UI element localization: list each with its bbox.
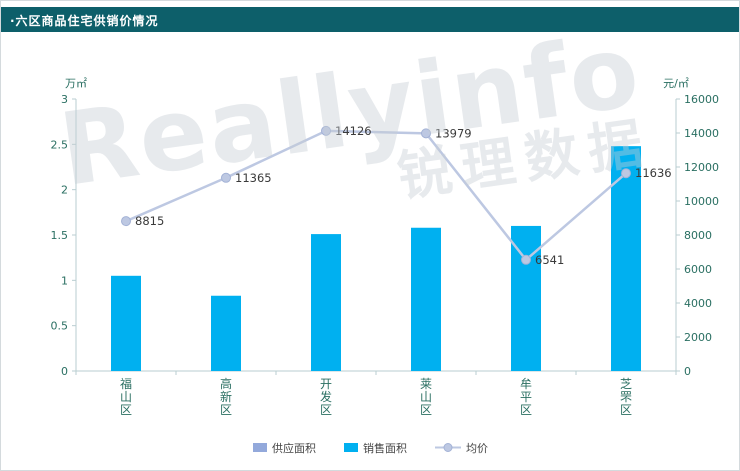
- legend-rect-swatch: [344, 443, 358, 452]
- price-label: 11365: [235, 171, 272, 185]
- x-label-高新区: 高新区: [220, 376, 232, 417]
- x-label-开发区: 开发区: [320, 377, 332, 417]
- legend-label: 销售面积: [363, 441, 407, 455]
- left-tick-label: 0: [61, 365, 68, 378]
- price-marker-福山区[interactable]: [121, 216, 131, 227]
- bar-芝罘区[interactable]: [611, 146, 641, 371]
- price-line[interactable]: [125, 129, 627, 262]
- right-tick-label: 16000: [684, 93, 719, 106]
- price-marker-芝罘区[interactable]: [621, 168, 631, 179]
- price-label: 6541: [535, 253, 564, 267]
- price-label: 8815: [135, 214, 164, 228]
- legend-item-均价[interactable]: 均价: [435, 442, 488, 455]
- right-axis-unit: 元/㎡: [663, 77, 689, 90]
- bar-福山区[interactable]: [111, 275, 141, 371]
- price-marker-牟平区[interactable]: [521, 254, 531, 265]
- legend-rect-swatch: [253, 443, 267, 452]
- page-title: ·六区商品住宅供销价情况: [10, 14, 159, 28]
- legend-item-销售面积[interactable]: 销售面积: [344, 441, 407, 455]
- right-tick-label: 14000: [684, 127, 719, 140]
- left-tick-label: 2.5: [51, 138, 69, 151]
- x-label-芝罘区: 芝罘区: [620, 376, 632, 417]
- right-tick-label: 8000: [684, 229, 712, 242]
- x-label-牟平区: 牟平区: [520, 376, 532, 417]
- title-bar: ·六区商品住宅供销价情况: [1, 7, 739, 32]
- x-label-福山区: 福山区: [120, 376, 132, 417]
- price-label: 14126: [335, 124, 372, 138]
- price-label: 13979: [435, 126, 472, 140]
- bar-高新区[interactable]: [211, 295, 241, 371]
- price-label: 11636: [635, 166, 672, 180]
- legend-marker-icon: [443, 443, 453, 452]
- bar-莱山区[interactable]: [411, 227, 441, 371]
- left-axis-unit: 万㎡: [65, 77, 87, 90]
- legend-item-供应面积[interactable]: 供应面积: [253, 441, 316, 455]
- legend-label: 供应面积: [272, 441, 316, 455]
- right-tick-label: 12000: [684, 161, 719, 174]
- left-tick-label: 2: [61, 184, 68, 197]
- price-marker-莱山区[interactable]: [421, 128, 431, 139]
- x-label-莱山区: 莱山区: [420, 377, 432, 417]
- right-tick-label: 4000: [684, 297, 712, 310]
- right-tick-label: 2000: [684, 331, 712, 344]
- right-tick-label: 10000: [684, 195, 719, 208]
- legend-label: 均价: [466, 442, 488, 455]
- bar-开发区[interactable]: [311, 234, 341, 371]
- right-tick-label: 6000: [684, 263, 712, 276]
- right-tick-label: 0: [684, 365, 691, 378]
- price-marker-开发区[interactable]: [321, 125, 331, 136]
- price-marker-高新区[interactable]: [221, 172, 231, 183]
- left-tick-label: 1.5: [51, 229, 69, 242]
- combo-chart: 0 0.5 1 1.5 2 2.5 3 0 2000 4000 6000 8000 10000 12000…: [51, 77, 720, 455]
- left-tick-label: 3: [61, 93, 68, 106]
- left-tick-label: 1: [61, 274, 68, 287]
- left-tick-label: 0.5: [51, 320, 69, 333]
